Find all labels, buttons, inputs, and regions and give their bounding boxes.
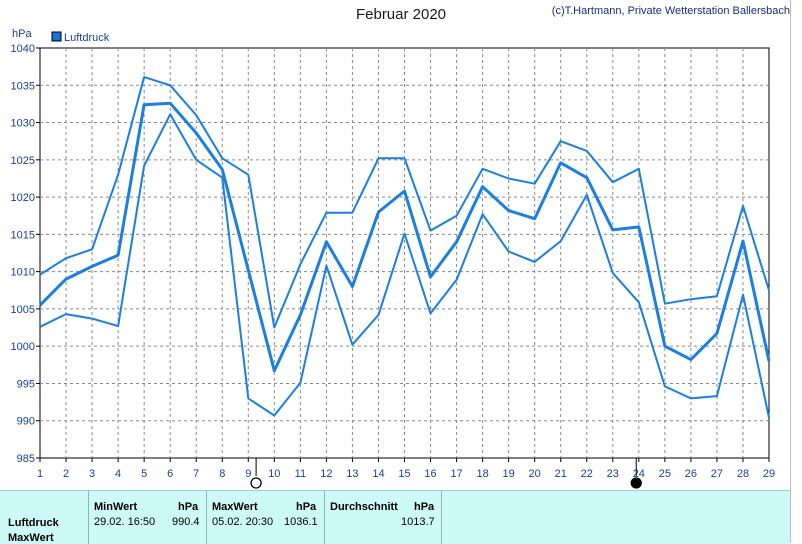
x-tick-label: 14 <box>372 468 384 480</box>
divider <box>88 491 89 544</box>
legend-swatch <box>52 32 61 41</box>
y-tick-label: 1005 <box>11 304 35 316</box>
x-tick-label: 25 <box>659 468 671 480</box>
x-tick-label: 16 <box>424 468 436 480</box>
x-tick-label: 8 <box>219 468 225 480</box>
x-tick-label: 17 <box>450 468 462 480</box>
y-axis: 985 990 995 1000 1005 1010 1015 1020 1025 1030 103… <box>11 43 40 465</box>
x-tick-label: 19 <box>503 468 515 480</box>
max-unit: hPa <box>296 501 316 513</box>
y-tick-label: 990 <box>17 416 35 428</box>
max-value: 1036.1 <box>284 516 318 528</box>
y-tick-label: 1035 <box>11 80 35 92</box>
y-tick-label: 995 <box>17 378 35 390</box>
min-datetime: 29.02. 16:50 <box>94 516 155 528</box>
avg-unit: hPa <box>414 501 434 513</box>
moon-new-icon <box>631 478 641 488</box>
x-tick-label: 11 <box>295 468 306 480</box>
x-tick-label: 26 <box>685 468 697 480</box>
max-header: MaxWert <box>212 501 258 513</box>
legend-label: Luftdruck <box>64 32 110 44</box>
pressure-chart: 9859909951000100510101015102010251030103… <box>0 0 802 490</box>
x-tick-label: 22 <box>581 468 593 480</box>
y-tick-label: 1020 <box>11 192 35 204</box>
y-tick-label: 985 <box>17 453 35 465</box>
min-header: MinWert <box>94 501 137 513</box>
x-tick-label: 4 <box>115 468 121 480</box>
x-tick-label: 23 <box>607 468 619 480</box>
stats-panel: Luftdruck MaxWert MinWert hPa 29.02. 16:… <box>0 490 790 544</box>
y-tick-label: 1025 <box>11 155 35 167</box>
x-tick-label: 9 <box>245 468 251 480</box>
x-tick-label: 5 <box>141 468 147 480</box>
x-tick-label: 3 <box>89 468 95 480</box>
row-label-2: MaxWert <box>8 532 54 544</box>
side-strip <box>790 0 802 543</box>
x-tick-label: 27 <box>711 468 723 480</box>
min-value: 990.4 <box>172 516 200 528</box>
y-tick-label: 1015 <box>11 229 35 241</box>
x-tick-label: 6 <box>167 468 173 480</box>
x-tick-label: 15 <box>398 468 410 480</box>
divider <box>206 491 207 544</box>
avg-value: 1013.7 <box>401 516 435 528</box>
x-tick-label: 21 <box>555 468 567 480</box>
x-tick-label: 7 <box>193 468 199 480</box>
x-tick-label: 13 <box>346 468 358 480</box>
max-datetime: 05.02. 20:30 <box>212 516 273 528</box>
min-unit: hPa <box>178 501 198 513</box>
y-tick-label: 1010 <box>11 267 35 279</box>
y-unit-label: hPa <box>12 28 32 40</box>
moon-full-icon <box>251 478 261 488</box>
divider <box>324 491 325 544</box>
x-tick-label: 28 <box>737 468 749 480</box>
avg-header: Durchschnitt <box>330 501 398 513</box>
x-tick-label: 20 <box>529 468 541 480</box>
x-tick-label: 18 <box>476 468 488 480</box>
x-tick-label: 29 <box>763 468 775 480</box>
y-tick-label: 1040 <box>11 43 35 55</box>
x-tick-label: 12 <box>320 468 332 480</box>
x-tick-label: 1 <box>37 468 43 480</box>
y-tick-label: 1030 <box>11 118 35 130</box>
divider <box>441 491 442 544</box>
row-label: Luftdruck <box>8 517 59 529</box>
y-tick-label: 1000 <box>11 341 35 353</box>
x-tick-label: 10 <box>268 468 280 480</box>
x-tick-label: 2 <box>63 468 69 480</box>
grid <box>40 48 769 458</box>
